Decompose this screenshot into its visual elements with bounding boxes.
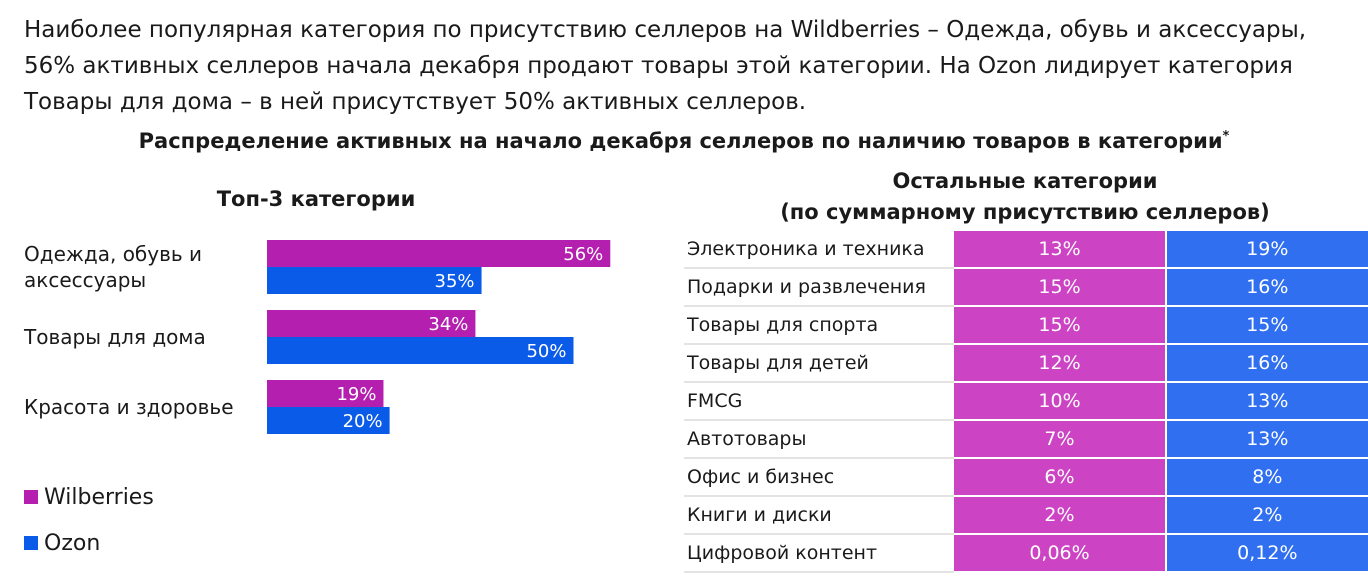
- category-name-cell: Подарки и развлечения: [684, 268, 955, 307]
- bar-wildberries-home: [267, 310, 476, 337]
- intro-text: Наиболее популярная категория по присутс…: [24, 17, 1307, 115]
- bar-label-wildberries-beauty: 19%: [336, 384, 376, 405]
- other-categories-title-line1: Остальные категории: [892, 169, 1158, 193]
- category-name-cell: Офис и бизнес: [684, 458, 955, 497]
- ozon-value-cell: 0,12%: [1165, 534, 1368, 573]
- top3-bar-chart: Одежда, обувь и аксессуары 56% 35% Товары дл…: [23, 240, 611, 434]
- table-row: FMCG 10% 13%: [684, 382, 1368, 421]
- wildberries-value-cell: 10%: [954, 382, 1167, 421]
- wildberries-value-cell: 12%: [954, 344, 1167, 383]
- category-label-line: аксессуары: [24, 268, 146, 292]
- category-label-clothing: Одежда, обувь и аксессуары: [24, 242, 202, 292]
- wildberries-value-cell: 15%: [954, 268, 1167, 307]
- category-label-home: Товары для дома: [23, 325, 206, 349]
- ozon-value-cell: 13%: [1165, 420, 1368, 459]
- legend-item-ozon: Ozon: [24, 530, 154, 556]
- ozon-value-cell: 8%: [1165, 458, 1368, 497]
- legend-swatch-ozon: [24, 536, 38, 550]
- ozon-value-cell: 19%: [1165, 231, 1368, 269]
- category-name-cell: Электроника и техника: [684, 231, 955, 269]
- legend-label-wildberries: Wilberries: [44, 484, 154, 510]
- wildberries-value-cell: 6%: [954, 458, 1167, 497]
- legend-label-ozon: Ozon: [44, 530, 101, 556]
- table-row: Электроника и техника 13% 19%: [684, 231, 1368, 269]
- bar-ozon-clothing: [267, 267, 482, 294]
- footnote-mark: *: [1222, 129, 1230, 144]
- category-name-cell: Автотовары: [684, 420, 955, 459]
- category-label-line: Одежда, обувь и: [24, 242, 202, 266]
- bar-ozon-beauty: [267, 407, 390, 434]
- category-label-line: Товары для дома: [23, 325, 206, 349]
- ozon-value-cell: 16%: [1165, 344, 1368, 383]
- category-name-cell: Товары для детей: [684, 344, 955, 383]
- ozon-value-cell: 2%: [1165, 496, 1368, 535]
- table-row: Цифровой контент 0,06% 0,12%: [684, 534, 1368, 573]
- legend-item-wildberries: Wilberries: [24, 484, 154, 510]
- ozon-value-cell: 15%: [1165, 306, 1368, 345]
- top3-title: Топ-3 категории: [216, 187, 416, 211]
- main-title: Распределение активных на начало декабря…: [0, 129, 1368, 153]
- bar-wildberries-clothing: [267, 240, 611, 267]
- category-name-cell: Цифровой контент: [684, 534, 955, 573]
- table-row: Товары для спорта 15% 15%: [684, 306, 1368, 345]
- table-row: Товары для детей 12% 16%: [684, 344, 1368, 383]
- category-name-cell: FMCG: [684, 382, 955, 421]
- bar-label-wildberries-home: 34%: [428, 314, 468, 335]
- category-label-line: Красота и здоровье: [24, 395, 234, 419]
- wildberries-value-cell: 0,06%: [954, 534, 1167, 573]
- legend-swatch-wildberries: [24, 490, 38, 504]
- bar-label-ozon-home: 50%: [526, 341, 566, 362]
- table-row: Офис и бизнес 6% 8%: [684, 458, 1368, 497]
- other-categories-title-line2: (по суммарному присутствию селлеров): [780, 200, 1270, 224]
- bar-ozon-home: [267, 337, 574, 364]
- wildberries-value-cell: 15%: [954, 306, 1167, 345]
- category-label-beauty: Красота и здоровье: [24, 395, 234, 419]
- category-name-cell: Книги и диски: [684, 496, 955, 535]
- table-row: Книги и диски 2% 2%: [684, 496, 1368, 535]
- category-name-cell: Товары для спорта: [684, 306, 955, 345]
- wildberries-value-cell: 13%: [954, 231, 1167, 269]
- wildberries-value-cell: 7%: [954, 420, 1167, 459]
- bar-wildberries-beauty: [267, 380, 384, 407]
- wildberries-value-cell: 2%: [954, 496, 1167, 535]
- bar-label-ozon-clothing: 35%: [435, 271, 475, 292]
- bar-label-wildberries-clothing: 56%: [563, 244, 603, 265]
- other-categories-title: Остальные категории (по суммарному прису…: [700, 166, 1350, 228]
- main-title-text: Распределение активных на начало декабря…: [138, 129, 1223, 153]
- legend: Wilberries Ozon: [24, 484, 154, 576]
- other-categories-table-body: Электроника и техника 13% 19% Подарки и раз…: [684, 231, 1368, 573]
- table-row: Автотовары 7% 13%: [684, 420, 1368, 459]
- table-row: Подарки и развлечения 15% 16%: [684, 268, 1368, 307]
- other-categories-table: Электроника и техника 13% 19% Подарки и раз…: [684, 231, 1368, 573]
- ozon-value-cell: 16%: [1165, 268, 1368, 307]
- bar-label-ozon-beauty: 20%: [343, 411, 383, 432]
- ozon-value-cell: 13%: [1165, 382, 1368, 421]
